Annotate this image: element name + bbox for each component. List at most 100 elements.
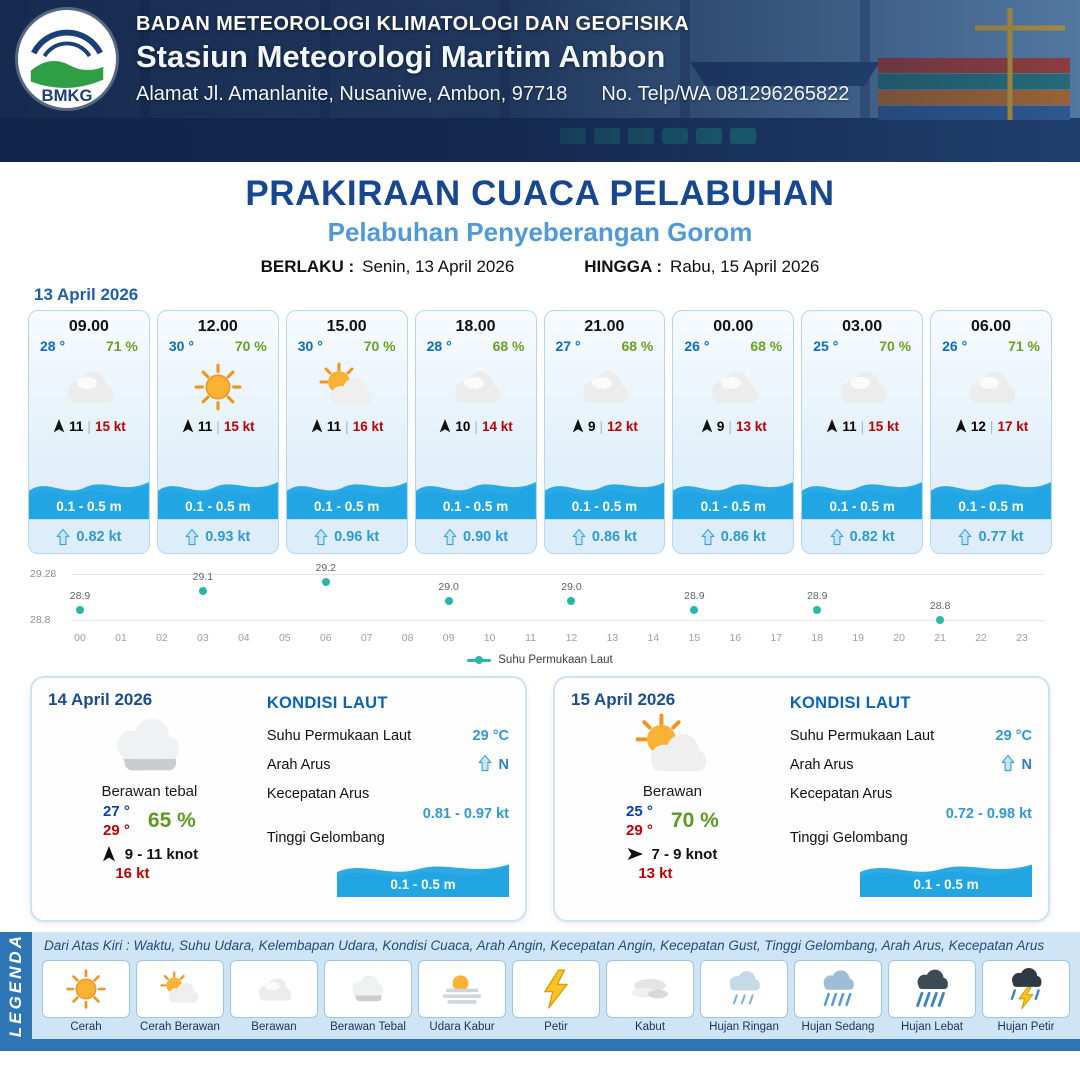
x-axis-tick: 12 [565, 632, 578, 644]
card-wind: 11 | 15 kt [29, 418, 149, 434]
forecast-card-03.00: 03.00 25 ° 70 % 11 | 15 kt 0.1 - 0.5 m 0… [801, 310, 924, 554]
data-point [936, 616, 945, 624]
card-temperature: 28 ° [40, 338, 66, 354]
x-axis-tick: 04 [237, 632, 250, 644]
wave-height: 0.1 - 0.5 m [185, 499, 251, 514]
current-direction-arrow-icon [701, 528, 715, 546]
x-axis-tick: 17 [770, 632, 783, 644]
x-axis-tick: 15 [688, 632, 701, 644]
x-axis-tick: 14 [647, 632, 660, 644]
current-direction-label: Arah Arus [789, 757, 854, 773]
daily-temps: 27 ° 29 ° 65 % [48, 803, 251, 839]
wind-direction-arrow-icon [626, 846, 644, 862]
station-address: Alamat Jl. Amanlanite, Nusaniwe, Ambon, … [136, 82, 568, 105]
current-speed: 0.96 kt [334, 528, 380, 545]
legend-item-label: Hujan Lebat [900, 1021, 964, 1033]
wave-height-band: 0.1 - 0.5 m [859, 853, 1032, 897]
wind-speed: 11 [842, 418, 857, 434]
daily-wind-range: 9 - 11 knot [124, 845, 199, 863]
current-direction-arrow-icon [958, 528, 972, 546]
card-humidity: 71 % [105, 338, 138, 354]
partly-weather-icon [287, 357, 407, 417]
forecast-card-15.00: 15.00 30 ° 70 % 11 | 16 kt 0.1 - 0.5 m 0… [285, 310, 408, 554]
legend-item-label: Berawan Tebal [330, 1021, 406, 1033]
legend-strip: LEGENDA [0, 932, 32, 1040]
wave-height-band: 0.1 - 0.5 m [931, 469, 1051, 519]
card-wind: 11 | 15 kt [158, 418, 278, 434]
wind-gust: 12 kt [607, 418, 638, 434]
x-axis-tick: 10 [483, 632, 496, 644]
card-temperature: 26 ° [684, 338, 710, 354]
page-title: PRAKIRAAN CUACA PELABUHAN [245, 174, 835, 213]
card-temperature: 30 ° [297, 338, 323, 354]
current-speed-label: Kecepatan Arus [789, 786, 893, 802]
x-axis-tick: 06 [319, 632, 332, 644]
current-speed: 0.82 kt [76, 528, 122, 545]
forecast-card-12.00: 12.00 30 ° 70 % 11 | 15 kt 0.1 - 0.5 m 0… [156, 310, 279, 554]
legend-item-hujan-petir: Hujan Petir [982, 960, 1070, 1033]
card-wind: 11 | 15 kt [802, 418, 922, 434]
legend-item-hujan-sedang: Hujan Sedang [794, 960, 882, 1033]
berlaku-label: BERLAKU : [260, 257, 355, 276]
data-point-label: 28.9 [69, 590, 91, 603]
x-axis-tick: 07 [360, 632, 373, 644]
daily-wind: 7 - 9 knot [571, 845, 774, 863]
x-axis-tick: 22 [975, 632, 987, 644]
sst-label: Suhu Permukaan Laut [266, 728, 412, 744]
station-name: Stasiun Meteorologi Maritim Ambon [136, 38, 666, 74]
current-row: 0.82 kt [802, 519, 923, 553]
wind-speed: 11 [326, 418, 342, 434]
data-point-label: 29.0 [561, 580, 582, 593]
legend-item-label: Kabut [634, 1021, 666, 1033]
daily-temps: 25 ° 29 ° 70 % [571, 803, 774, 839]
wave-height-band: 0.1 - 0.5 m [336, 853, 509, 897]
hourly-cards: 09.00 28 ° 71 % 11 | 15 kt 0.1 - 0.5 m 0… [0, 310, 1080, 554]
current-speed: 0.90 kt [462, 528, 509, 545]
wave-height-label: Tinggi Gelombang [266, 830, 385, 846]
current-direction-label: Arah Arus [266, 757, 331, 773]
current-direction-value: N [498, 757, 509, 773]
rain-medium-weather-icon [794, 960, 882, 1018]
wave-height: 0.1 - 0.5 m [700, 499, 766, 514]
sunny-weather-icon [158, 357, 278, 417]
card-time: 15.00 [326, 318, 367, 335]
wind-direction-arrow-icon [310, 418, 324, 434]
hingga-value: Rabu, 15 April 2026 [670, 257, 820, 276]
card-time: 18.00 [455, 318, 496, 335]
wind-gust: 14 kt [481, 418, 513, 434]
legend-item-udara-kabur: Udara Kabur [418, 960, 506, 1033]
daily-condition: Berawan tebal [101, 783, 198, 800]
chart-legend-marker-icon [467, 658, 492, 662]
card-humidity: 68 % [621, 338, 654, 354]
wind-direction-arrow-icon [571, 418, 585, 434]
x-axis-tick: 00 [74, 632, 86, 644]
sst-chart-plot: 29.28 28.8 00 01 02 03 04 05 06 07 08 09 10 11 12 13 14 1… [28, 560, 1052, 652]
legend-item-berawan-tebal: Berawan Tebal [324, 960, 412, 1033]
card-humidity: 71 % [1008, 338, 1040, 354]
wind-separator: | [474, 418, 478, 434]
header-text: BADAN METEOROLOGI KLIMATOLOGI DAN GEOFIS… [136, 13, 849, 106]
current-direction-arrow-icon [1001, 754, 1015, 776]
forecast-card-00.00: 00.00 26 ° 68 % 9 | 13 kt 0.1 - 0.5 m 0.… [672, 310, 795, 554]
cloudy-weather-icon [673, 357, 793, 417]
legend-item-cerah-berawan: Cerah Berawan [136, 960, 224, 1033]
current-direction-arrow-icon [443, 528, 457, 546]
daily-wind-gust: 13 kt [638, 865, 673, 882]
current-speed-value: 0.81 - 0.97 kt [422, 806, 509, 822]
daily-temp-min: 25 ° [626, 803, 653, 820]
svg-text:BMKG: BMKG [42, 86, 93, 105]
daily-card-14-April-2026: 14 April 2026 Berawan tebal 27 ° 29 ° 65… [30, 676, 527, 922]
header: BMKG BADAN METEOROLOGI KLIMATOLOGI DAN G… [0, 0, 1080, 162]
card-wind: 11 | 16 kt [287, 418, 407, 434]
current-speed: 0.93 kt [205, 528, 251, 545]
card-wind: 12 | 17 kt [931, 418, 1051, 434]
chart-gridline [72, 620, 1044, 621]
rain-heavy-weather-icon [888, 960, 976, 1018]
fog-weather-icon [606, 960, 694, 1018]
wind-direction-arrow-icon [52, 418, 66, 434]
wave-height: 0.1 - 0.5 m [56, 499, 122, 514]
current-row: 0.93 kt [157, 519, 278, 553]
daily-date: 14 April 2026 [48, 690, 153, 709]
cloudy-weather-icon [230, 960, 318, 1018]
bottom-bar [0, 1039, 1080, 1052]
